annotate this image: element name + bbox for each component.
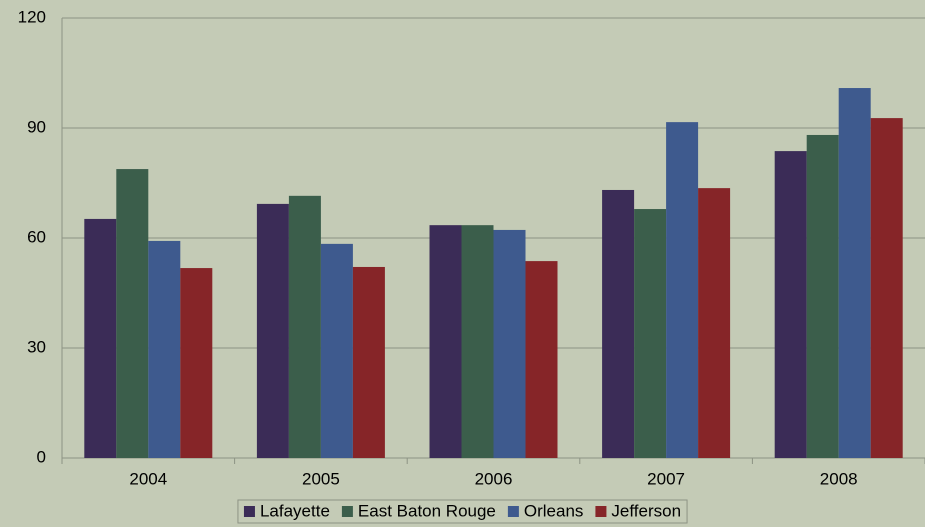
bar — [352, 266, 385, 458]
legend-swatch — [595, 506, 607, 517]
x-tick-label: 2008 — [820, 469, 858, 488]
bar — [698, 188, 731, 458]
legend-label: East Baton Rouge — [358, 501, 496, 520]
y-tick-label: 0 — [37, 447, 46, 466]
y-tick-label: 90 — [27, 117, 46, 136]
bar — [838, 88, 871, 459]
x-tick-label: 2007 — [647, 469, 685, 488]
legend-swatch — [507, 506, 519, 517]
bar — [774, 151, 807, 458]
bar — [320, 243, 353, 458]
legend-label: Jefferson — [611, 501, 681, 520]
bar — [256, 203, 289, 458]
legend-label: Lafayette — [260, 501, 330, 520]
bar — [148, 240, 181, 458]
y-tick-label: 120 — [18, 7, 46, 26]
bar — [666, 122, 699, 458]
bar — [806, 134, 839, 458]
bar — [288, 195, 321, 459]
bar — [116, 169, 149, 459]
legend-label: Orleans — [524, 501, 584, 520]
bar — [180, 268, 213, 458]
x-tick-label: 2004 — [129, 469, 167, 488]
bar — [870, 118, 903, 458]
bar — [84, 218, 117, 458]
legend-swatch — [243, 506, 255, 517]
y-tick-label: 60 — [27, 227, 46, 246]
bar — [429, 225, 462, 458]
bar — [634, 209, 667, 458]
x-tick-label: 2006 — [475, 469, 513, 488]
y-tick-label: 30 — [27, 337, 46, 356]
x-tick-label: 2005 — [302, 469, 340, 488]
bar — [602, 189, 635, 458]
bar — [493, 229, 526, 458]
legend-swatch — [341, 506, 353, 517]
legend — [237, 499, 688, 524]
bar — [525, 261, 558, 458]
bar — [461, 225, 494, 458]
